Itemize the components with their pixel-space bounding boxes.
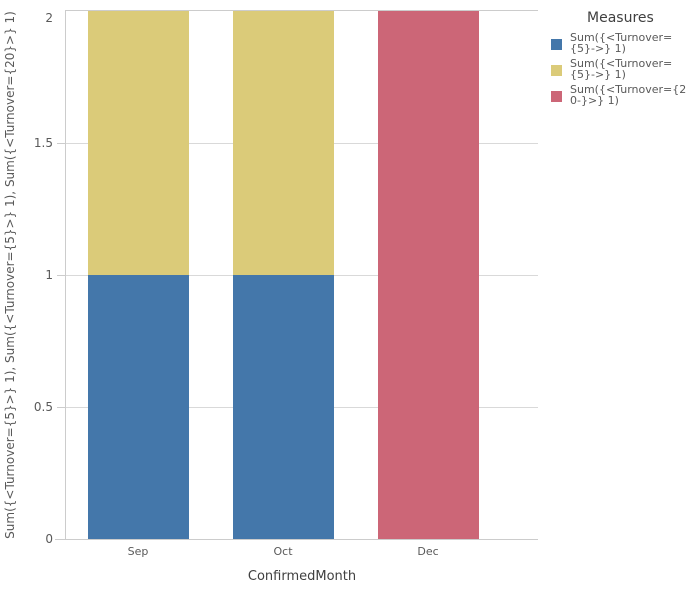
- y-axis-title: Sum({<Turnover={5}>} 1), Sum({<Turnover=…: [3, 11, 17, 539]
- legend-label: Sum({<Turnover={20-}>} 1): [570, 83, 687, 107]
- legend-swatch-icon: [551, 91, 562, 102]
- x-axis-line: [55, 539, 538, 540]
- legend-label: Sum({<Turnover={5}->} 1): [570, 57, 673, 81]
- bar-sep-series-1[interactable]: [88, 275, 189, 540]
- x-axis-title: ConfirmedMonth: [247, 569, 357, 584]
- y-tick-mark: [57, 143, 65, 144]
- x-tick-sep: Sep: [127, 545, 149, 558]
- bar-oct-series-2[interactable]: [233, 11, 334, 275]
- plot-area: [65, 10, 538, 540]
- y-tick-0: 0: [45, 532, 53, 546]
- y-tick-0.5: 0.5: [33, 400, 53, 414]
- x-tick-oct: Oct: [273, 545, 293, 558]
- y-tick-mark: [57, 407, 65, 408]
- y-tick-2: 2: [45, 11, 53, 25]
- y-axis-title-container: Sum({<Turnover={5}>} 1), Sum({<Turnover=…: [0, 10, 20, 540]
- legend-label: Sum({<Turnover={5}->} 1): [570, 31, 673, 55]
- bar-sep-series-2[interactable]: [88, 11, 189, 275]
- y-tick-1.5: 1.5: [33, 136, 53, 150]
- y-tick-mark: [57, 275, 65, 276]
- legend-item[interactable]: Sum({<Turnover={20-}>} 1): [551, 84, 698, 106]
- legend-item[interactable]: Sum({<Turnover={5}->} 1): [551, 32, 698, 54]
- x-tick-dec: Dec: [417, 545, 439, 558]
- legend-swatch-icon: [551, 65, 562, 76]
- legend: Measures Sum({<Turnover={5}->} 1) Sum({<…: [551, 10, 698, 110]
- legend-swatch-icon: [551, 39, 562, 50]
- legend-item[interactable]: Sum({<Turnover={5}->} 1): [551, 58, 698, 80]
- bar-dec-series-3[interactable]: [378, 11, 479, 540]
- legend-title: Measures: [587, 10, 654, 26]
- y-tick-1: 1: [45, 268, 53, 282]
- bar-oct-series-1[interactable]: [233, 275, 334, 540]
